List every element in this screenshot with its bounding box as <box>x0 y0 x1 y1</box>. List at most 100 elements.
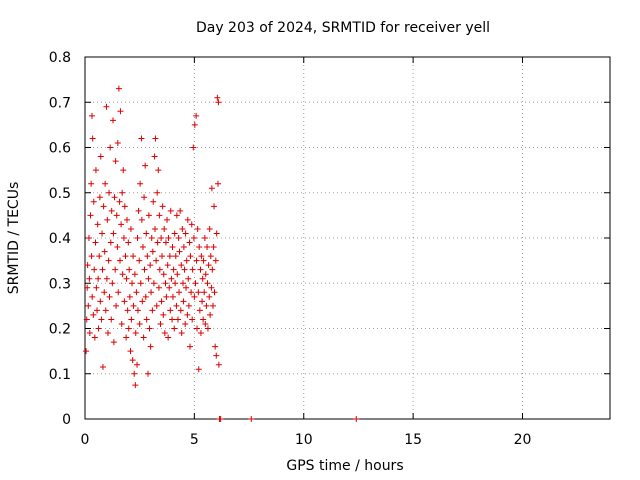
data-point <box>188 289 195 296</box>
data-point <box>167 307 174 314</box>
y-tick-label: 0.6 <box>49 141 71 157</box>
data-point <box>123 275 130 282</box>
data-point <box>118 221 125 228</box>
data-point <box>178 262 185 269</box>
data-point <box>194 325 200 332</box>
data-point <box>165 235 172 241</box>
data-point <box>144 253 151 260</box>
data-point <box>169 244 176 251</box>
data-point <box>162 280 169 287</box>
data-point <box>148 289 155 296</box>
data-point <box>96 253 103 260</box>
data-point <box>217 416 224 422</box>
data-point <box>158 298 165 305</box>
data-point <box>172 280 179 287</box>
data-point <box>199 298 206 305</box>
data-point <box>110 230 117 237</box>
data-point <box>117 257 123 264</box>
data-point <box>184 216 191 223</box>
data-point <box>129 280 136 287</box>
data-point <box>139 298 146 305</box>
data-point <box>138 216 145 223</box>
data-point <box>191 121 198 128</box>
data-point <box>202 320 209 327</box>
data-point <box>208 185 215 192</box>
data-point <box>194 225 201 232</box>
data-point <box>162 239 169 246</box>
data-point <box>176 289 183 296</box>
x-tick-label: 15 <box>404 432 422 448</box>
data-point <box>193 257 200 264</box>
data-point <box>164 262 171 269</box>
data-point <box>92 239 99 246</box>
data-point <box>148 235 155 241</box>
data-point <box>123 334 130 341</box>
data-point <box>114 139 121 146</box>
data-point <box>115 85 122 92</box>
data-point <box>89 135 96 142</box>
data-point <box>182 320 189 327</box>
data-point <box>179 225 186 232</box>
data-point <box>159 253 165 260</box>
data-point <box>146 325 153 332</box>
data-point <box>160 311 167 318</box>
data-point <box>156 266 163 273</box>
data-point <box>134 307 141 314</box>
data-point <box>145 275 152 282</box>
data-point <box>172 253 179 260</box>
data-point <box>106 293 113 300</box>
data-point <box>95 275 102 282</box>
data-point <box>209 302 216 309</box>
data-point <box>195 289 202 296</box>
data-point <box>173 212 180 219</box>
data-point <box>92 167 99 174</box>
data-point <box>130 253 137 260</box>
data-point <box>131 271 138 278</box>
data-point <box>108 207 115 214</box>
data-point <box>191 293 198 300</box>
data-point <box>168 275 175 282</box>
data-point <box>200 257 207 264</box>
data-point <box>143 316 150 323</box>
data-point <box>160 271 167 278</box>
data-point <box>120 167 127 174</box>
data-point <box>196 244 203 251</box>
data-point <box>145 370 151 377</box>
y-tick-label: 0.3 <box>49 276 71 292</box>
data-point <box>215 99 222 106</box>
data-point <box>187 253 194 260</box>
data-point <box>140 334 147 341</box>
data-point <box>204 244 211 251</box>
data-point <box>161 330 168 337</box>
data-point <box>212 343 219 350</box>
data-point <box>207 311 214 318</box>
data-point <box>99 230 106 237</box>
data-point <box>122 253 129 260</box>
data-point <box>174 271 181 278</box>
data-point <box>167 207 174 214</box>
data-point <box>211 203 218 210</box>
data-point <box>137 180 144 187</box>
data-point <box>153 302 160 309</box>
data-point <box>196 307 203 314</box>
data-point <box>94 221 101 228</box>
data-point <box>155 284 162 291</box>
data-point <box>183 284 190 291</box>
y-axis-label: SRMTID / TECUs <box>6 182 22 295</box>
data-point <box>124 307 131 314</box>
data-point <box>200 316 207 323</box>
data-point <box>83 316 90 323</box>
data-point <box>128 316 135 323</box>
data-point <box>166 253 173 260</box>
data-point <box>112 158 119 165</box>
x-tick-label: 20 <box>514 432 532 448</box>
data-point <box>154 239 161 246</box>
data-point <box>107 144 114 151</box>
data-point <box>171 325 178 332</box>
data-point <box>141 194 148 201</box>
data-point <box>204 325 211 332</box>
data-point <box>104 330 111 337</box>
data-point <box>183 257 190 264</box>
data-point <box>159 203 166 210</box>
